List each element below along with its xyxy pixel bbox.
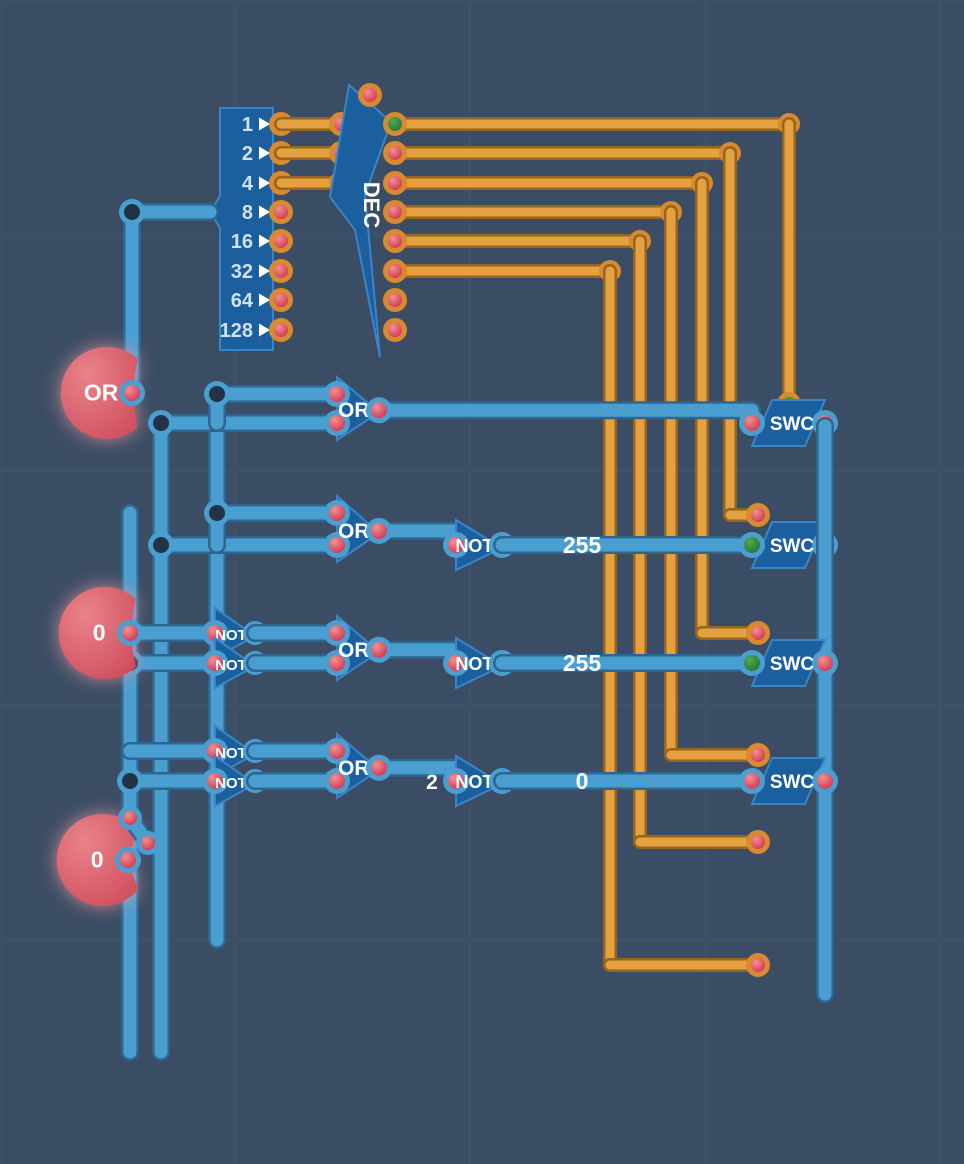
svg-text:64: 64 bbox=[231, 290, 254, 312]
svg-text:NOT: NOT bbox=[215, 657, 247, 674]
svg-text:NOT: NOT bbox=[455, 536, 493, 556]
svg-text:2: 2 bbox=[242, 143, 253, 165]
svg-text:OR: OR bbox=[338, 399, 370, 422]
svg-text:OR: OR bbox=[338, 520, 370, 543]
svg-text:OR: OR bbox=[84, 379, 119, 405]
svg-text:1: 1 bbox=[242, 114, 253, 136]
svg-text:NOT: NOT bbox=[455, 772, 493, 792]
svg-text:128: 128 bbox=[220, 320, 253, 342]
svg-text:0: 0 bbox=[576, 768, 589, 794]
svg-text:32: 32 bbox=[231, 261, 253, 283]
svg-text:0: 0 bbox=[93, 619, 106, 645]
svg-text:8: 8 bbox=[242, 202, 253, 224]
svg-text:SWC: SWC bbox=[770, 414, 815, 435]
svg-text:OR: OR bbox=[338, 639, 370, 662]
svg-text:NOT: NOT bbox=[455, 654, 493, 674]
svg-text:255: 255 bbox=[563, 650, 602, 676]
svg-text:SWC: SWC bbox=[770, 772, 815, 793]
svg-text:2: 2 bbox=[426, 771, 438, 794]
svg-text:16: 16 bbox=[231, 231, 253, 253]
svg-text:DEC: DEC bbox=[359, 182, 384, 229]
svg-text:SWC: SWC bbox=[770, 536, 815, 557]
svg-text:0: 0 bbox=[91, 846, 104, 872]
svg-text:255: 255 bbox=[563, 532, 602, 558]
svg-text:SWC: SWC bbox=[770, 654, 815, 675]
svg-text:NOT: NOT bbox=[215, 775, 247, 792]
svg-text:OR: OR bbox=[338, 757, 370, 780]
svg-text:4: 4 bbox=[242, 173, 254, 195]
